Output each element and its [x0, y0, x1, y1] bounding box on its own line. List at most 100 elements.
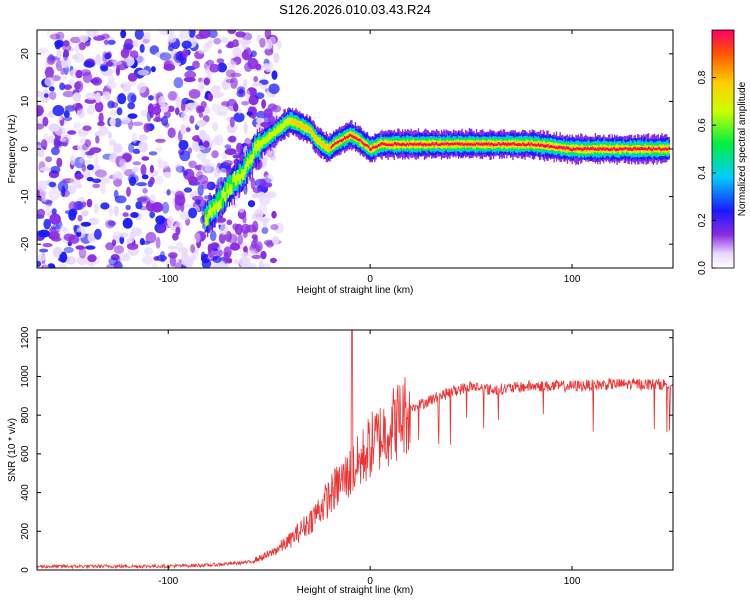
noise-blob	[75, 245, 85, 250]
noise-blob	[109, 117, 116, 127]
noise-blob	[70, 36, 82, 44]
ridge-cell	[472, 143, 474, 147]
ridge-cell	[250, 155, 252, 165]
noise-blob	[272, 236, 280, 245]
ridge-cell	[354, 136, 357, 140]
noise-blob	[242, 215, 247, 224]
noise-blob	[236, 142, 243, 153]
spectrogram-ytick-label: -20	[20, 237, 31, 252]
ridge-cell	[482, 143, 484, 147]
ridge-cell	[287, 117, 289, 127]
noise-blob	[45, 204, 51, 216]
ridge-cell	[428, 143, 430, 146]
ridge-cell	[340, 139, 342, 142]
ridge-cell	[632, 148, 634, 151]
ridge-cell	[383, 142, 386, 146]
noise-blob	[237, 234, 244, 245]
ridge-cell	[585, 147, 587, 152]
ridge-cell	[505, 142, 507, 146]
ridge-cell	[369, 147, 371, 151]
noise-blob	[136, 182, 148, 187]
noise-blob	[72, 92, 82, 102]
noise-blob	[227, 60, 237, 69]
noise-blob	[79, 158, 84, 164]
ridge-cell	[257, 139, 260, 151]
ridge-cell	[467, 142, 469, 146]
colorbar-tick-label: 0.6	[697, 118, 708, 132]
noise-blob	[39, 189, 47, 198]
ridge-cell	[251, 153, 254, 163]
ridge-cell	[651, 148, 653, 152]
noise-blob	[178, 139, 189, 151]
noise-blob	[108, 257, 118, 266]
ridge-cell	[276, 126, 278, 135]
noise-blob	[149, 211, 156, 219]
ridge-cell	[660, 148, 662, 152]
ridge-cell	[410, 143, 412, 146]
snr-ytick-label: 800	[20, 406, 31, 423]
noise-blob	[182, 49, 189, 58]
ridge-cell	[409, 142, 411, 145]
noise-blob	[247, 200, 256, 208]
noise-blob	[173, 77, 184, 89]
noise-blob	[259, 217, 271, 223]
noise-blob	[132, 40, 139, 48]
ridge-cell	[288, 117, 290, 126]
ridge-cell	[465, 142, 467, 146]
snr-frame	[36, 329, 674, 571]
ridge-cell	[403, 142, 405, 146]
noise-blob	[243, 122, 248, 134]
ridge-cell	[388, 141, 390, 146]
snr-xticks: -100 0 100	[158, 330, 581, 587]
noise-blob	[168, 252, 178, 259]
ridge-cell	[329, 144, 331, 151]
ridge-cell	[303, 124, 306, 130]
snr-ytick-label: 600	[20, 445, 31, 462]
noise-blob	[198, 49, 206, 54]
noise-blob	[54, 248, 63, 256]
noise-blob	[273, 52, 280, 64]
noise-blob	[203, 140, 210, 148]
ridge-cell	[628, 147, 630, 151]
ridge-cell	[216, 202, 218, 213]
noise-blob	[194, 199, 201, 205]
noise-blob	[181, 40, 192, 49]
ridge-cell	[380, 142, 382, 146]
ridge-cell	[522, 142, 524, 148]
noise-blob	[254, 92, 265, 100]
ridge-cell	[306, 125, 308, 131]
noise-blob	[251, 240, 257, 249]
noise-blob	[192, 60, 200, 69]
ridge-cell	[576, 146, 578, 150]
noise-blob	[132, 121, 144, 127]
ridge-cell	[524, 143, 526, 147]
noise-blob	[104, 39, 109, 45]
ridge-cell	[633, 146, 635, 150]
noise-blob	[74, 173, 84, 180]
ridge-cell	[326, 146, 329, 151]
ridge-cell	[421, 143, 423, 147]
noise-blob	[111, 239, 117, 247]
ridge-cell	[478, 142, 480, 146]
noise-blob	[223, 246, 232, 258]
noise-blob	[251, 254, 261, 260]
noise-blob	[161, 115, 169, 127]
noise-blob	[198, 30, 211, 39]
noise-blob	[56, 139, 62, 149]
ridge-cell	[656, 148, 658, 151]
ridge-cell	[385, 143, 387, 146]
ridge-cell	[225, 191, 227, 203]
noise-blob	[48, 181, 57, 188]
ridge-cell	[253, 148, 255, 159]
noise-blob	[37, 260, 42, 268]
ridge-cell	[520, 143, 523, 147]
colorbar-tick-label: 0.4	[697, 165, 708, 179]
spectrogram-ytick-label: 20	[20, 48, 31, 60]
ridge-cell	[454, 142, 456, 145]
noise-blob	[258, 260, 264, 268]
noise-blob	[195, 105, 203, 114]
ridge-cell	[455, 142, 457, 145]
ridge-cell	[574, 148, 576, 151]
noise-blob	[72, 181, 83, 187]
